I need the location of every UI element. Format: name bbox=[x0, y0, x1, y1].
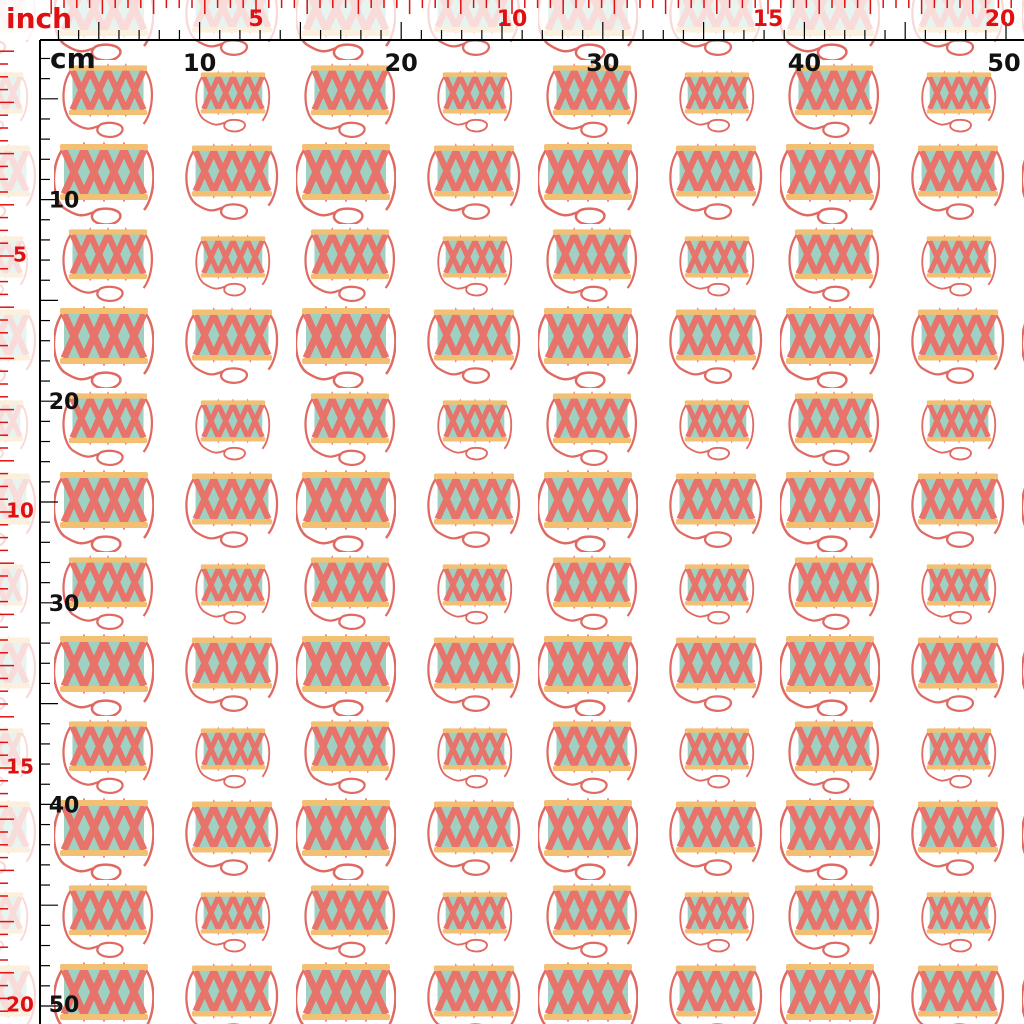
inch-label: 20 bbox=[6, 993, 34, 1017]
cm-label: 50 bbox=[49, 993, 80, 1018]
cm-label: 30 bbox=[49, 592, 80, 617]
inch-unit: inch bbox=[6, 2, 72, 35]
inch-label: 10 bbox=[497, 7, 528, 32]
cm-label: 40 bbox=[49, 793, 80, 818]
cm-label: 10 bbox=[49, 189, 80, 214]
cm-label: 30 bbox=[586, 49, 619, 77]
inch-label: 10 bbox=[6, 499, 34, 523]
cm-unit: cm bbox=[50, 42, 96, 75]
cm-label: 50 bbox=[987, 49, 1020, 77]
inch-label: 15 bbox=[6, 755, 34, 779]
cm-label: 20 bbox=[49, 390, 80, 415]
cm-label: 10 bbox=[183, 49, 216, 77]
inch-label: 5 bbox=[248, 7, 263, 32]
cm-label: 40 bbox=[788, 49, 821, 77]
inch-label: 20 bbox=[985, 7, 1016, 32]
inch-label: 15 bbox=[753, 7, 784, 32]
inch-label: 5 bbox=[13, 243, 27, 267]
cm-label: 20 bbox=[384, 49, 417, 77]
